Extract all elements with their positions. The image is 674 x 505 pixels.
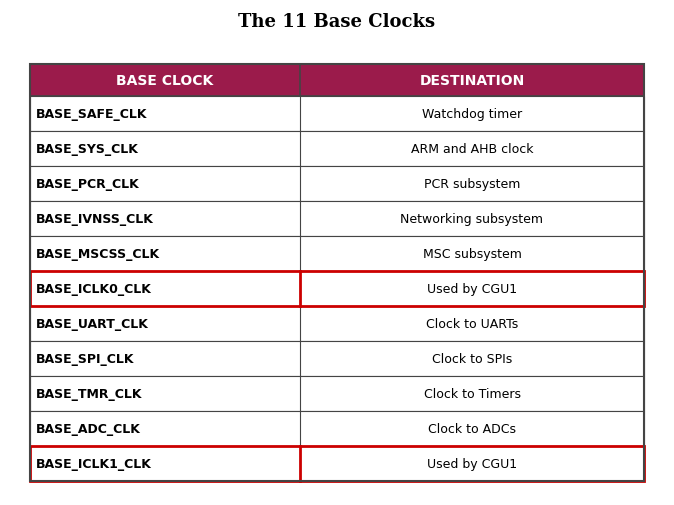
Text: BASE_MSCSS_CLK: BASE_MSCSS_CLK [36,247,160,261]
Text: MSC subsystem: MSC subsystem [423,247,522,261]
Bar [30,65,644,97]
Text: The 11 Base Clocks: The 11 Base Clocks [239,13,435,31]
Bar [30,201,644,236]
Text: BASE_UART_CLK: BASE_UART_CLK [36,317,149,330]
Text: BASE_ICLK1_CLK: BASE_ICLK1_CLK [36,457,152,470]
Bar [30,411,644,446]
Text: Networking subsystem: Networking subsystem [400,213,543,226]
Text: Used by CGU1: Used by CGU1 [427,457,517,470]
Bar [30,167,644,201]
Bar [30,132,644,167]
Text: BASE_SAFE_CLK: BASE_SAFE_CLK [36,108,148,121]
Bar [30,65,644,481]
Text: BASE_SPI_CLK: BASE_SPI_CLK [36,352,135,365]
Bar [30,446,644,481]
Bar [30,341,644,376]
Bar [30,97,644,132]
Text: BASE_SYS_CLK: BASE_SYS_CLK [36,143,139,156]
Bar [30,236,644,272]
Text: Clock to Timers: Clock to Timers [423,387,520,400]
Text: Used by CGU1: Used by CGU1 [427,282,517,295]
Bar [30,307,644,341]
Text: DESTINATION: DESTINATION [419,74,524,88]
Text: Watchdog timer: Watchdog timer [422,108,522,121]
Bar [30,376,644,411]
Text: PCR subsystem: PCR subsystem [424,178,520,190]
Text: BASE_ICLK0_CLK: BASE_ICLK0_CLK [36,282,152,295]
Text: BASE_IVNSS_CLK: BASE_IVNSS_CLK [36,213,154,226]
Text: Clock to ADCs: Clock to ADCs [428,422,516,435]
Text: Clock to SPIs: Clock to SPIs [432,352,512,365]
Text: BASE_PCR_CLK: BASE_PCR_CLK [36,178,140,190]
Text: Clock to UARTs: Clock to UARTs [426,317,518,330]
Text: BASE_ADC_CLK: BASE_ADC_CLK [36,422,141,435]
Text: BASE CLOCK: BASE CLOCK [117,74,214,88]
Bar [30,272,644,307]
Text: ARM and AHB clock: ARM and AHB clock [410,143,533,156]
Text: BASE_TMR_CLK: BASE_TMR_CLK [36,387,142,400]
